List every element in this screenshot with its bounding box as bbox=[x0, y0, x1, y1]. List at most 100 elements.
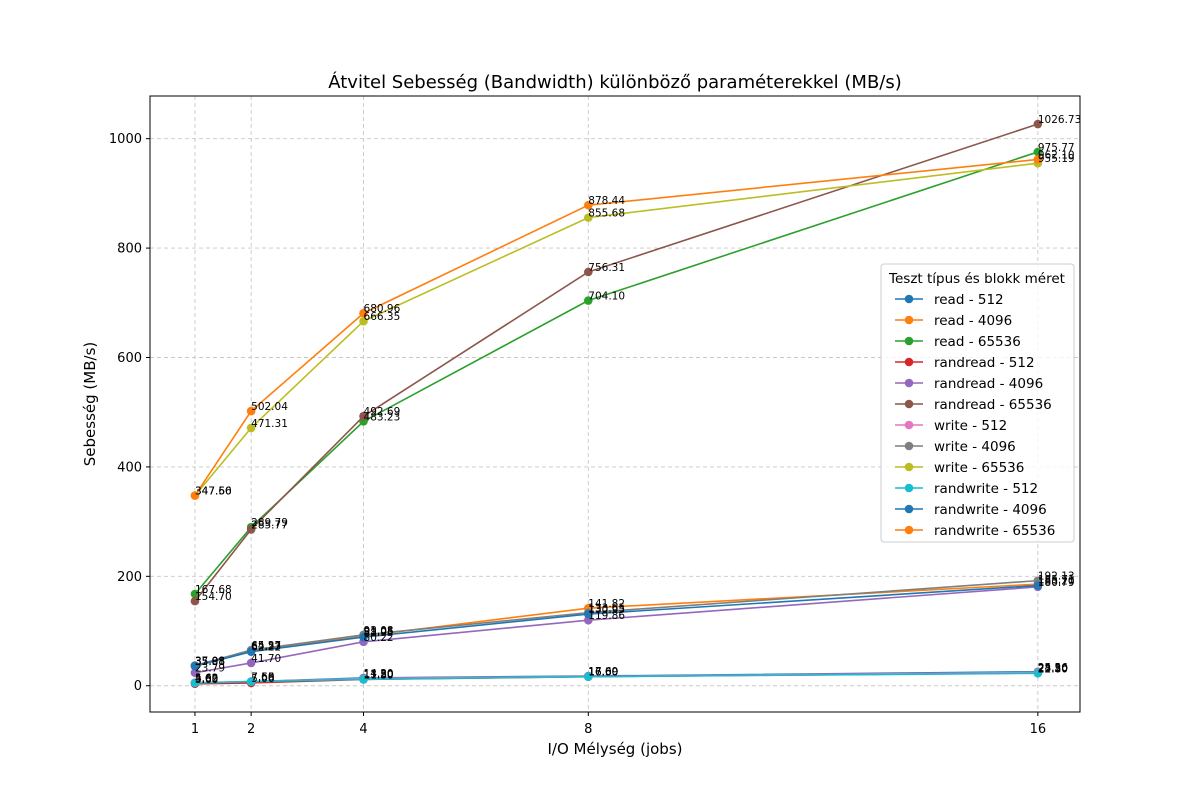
data-label: 23.79 bbox=[195, 663, 225, 675]
data-label: 955.19 bbox=[1038, 153, 1075, 165]
data-point bbox=[1033, 147, 1043, 157]
legend-label: read - 512 bbox=[934, 292, 1004, 308]
legend-label: read - 4096 bbox=[934, 313, 1012, 329]
legend-label: randwrite - 512 bbox=[934, 481, 1038, 497]
data-label: 16.60 bbox=[588, 667, 618, 679]
x-tick-label: 4 bbox=[359, 722, 367, 737]
x-tick-label: 8 bbox=[584, 722, 592, 737]
data-label: 11.50 bbox=[364, 669, 394, 681]
legend-marker bbox=[904, 399, 914, 409]
data-label: 855.68 bbox=[588, 208, 625, 220]
data-label: 16.50 bbox=[588, 667, 618, 679]
legend-marker bbox=[904, 378, 914, 388]
data-label: 167.68 bbox=[195, 584, 232, 596]
data-point bbox=[584, 296, 593, 305]
data-label: 23.20 bbox=[1038, 663, 1068, 675]
data-point bbox=[1033, 155, 1043, 164]
data-label: 24.30 bbox=[1038, 662, 1068, 674]
legend-marker bbox=[904, 294, 914, 304]
data-point bbox=[190, 668, 200, 678]
legend-label: write - 65536 bbox=[934, 460, 1024, 476]
legend-label: randwrite - 65536 bbox=[934, 523, 1055, 539]
data-point bbox=[246, 423, 256, 433]
legend-marker bbox=[904, 336, 914, 346]
data-point bbox=[584, 672, 593, 682]
y-tick-label: 600 bbox=[117, 351, 142, 366]
x-axis-ticks: 1 2 4 8 16 bbox=[191, 712, 1046, 737]
data-label: 975.77 bbox=[1038, 142, 1075, 154]
data-point bbox=[584, 200, 593, 210]
data-label: 141.82 bbox=[588, 598, 625, 610]
data-point bbox=[246, 406, 256, 416]
legend-marker bbox=[904, 357, 914, 367]
data-label: 91.05 bbox=[364, 626, 394, 638]
y-axis-label: Sebesség (MB/s) bbox=[81, 342, 99, 466]
data-label: 285.77 bbox=[251, 519, 288, 531]
legend: Teszt típus és blokk méret read - 512rea… bbox=[880, 263, 1075, 543]
data-point bbox=[584, 609, 593, 619]
data-label: 154.70 bbox=[195, 591, 232, 603]
data-label: 180.79 bbox=[1038, 577, 1075, 589]
data-label: 35.81 bbox=[195, 656, 225, 668]
legend-items: read - 512 read - 4096 read - 65536 randrea… bbox=[895, 292, 1055, 539]
data-label: 17.00 bbox=[588, 666, 618, 678]
data-label: 347.56 bbox=[195, 486, 232, 498]
data-label: 80.22 bbox=[364, 632, 394, 644]
legend-marker bbox=[904, 315, 914, 325]
data-labels: 4.62 7.55 14.30 17.69 25.56 35.81 64.53 91.05 14… bbox=[195, 114, 1081, 686]
data-label: 680.96 bbox=[364, 303, 401, 315]
legend-label: randread - 65536 bbox=[934, 397, 1052, 413]
grid-lines bbox=[150, 96, 1080, 712]
legend-label: write - 512 bbox=[934, 418, 1007, 434]
data-point bbox=[1033, 668, 1043, 678]
data-point bbox=[359, 316, 368, 326]
data-point bbox=[1033, 119, 1043, 129]
data-point bbox=[190, 661, 200, 671]
data-label: 64.53 bbox=[251, 640, 281, 652]
data-label: 11.80 bbox=[364, 669, 394, 681]
data-label: 962.10 bbox=[1038, 149, 1075, 161]
data-point bbox=[359, 411, 368, 421]
chart-title: Átvitel Sebesség (Bandwidth) különböző p… bbox=[328, 71, 902, 93]
legend-marker bbox=[904, 504, 914, 514]
legend-title: Teszt típus és blokk méret bbox=[888, 271, 1065, 287]
data-label: 5.09 bbox=[195, 673, 218, 685]
data-label: 41.70 bbox=[251, 653, 281, 665]
data-label: 192.13 bbox=[1038, 571, 1075, 583]
data-label: 7.55 bbox=[251, 672, 274, 684]
data-label: 1026.73 bbox=[1038, 114, 1081, 126]
y-tick-label: 800 bbox=[117, 242, 142, 257]
data-label: 704.10 bbox=[588, 291, 625, 303]
data-label: 347.60 bbox=[195, 486, 232, 498]
data-label: 483.23 bbox=[364, 411, 401, 423]
legend-label: randwrite - 4096 bbox=[934, 502, 1047, 518]
data-label: 756.31 bbox=[588, 262, 625, 274]
legend-label: write - 4096 bbox=[934, 439, 1016, 455]
data-label: 185.71 bbox=[1038, 574, 1075, 586]
legend-label: read - 65536 bbox=[934, 334, 1021, 350]
data-label: 17.69 bbox=[588, 666, 618, 678]
data-point bbox=[190, 596, 200, 606]
series-lines bbox=[190, 119, 1043, 689]
data-label: 130.95 bbox=[588, 604, 625, 616]
data-label: 133.65 bbox=[588, 603, 625, 615]
x-tick-label: 16 bbox=[1030, 722, 1047, 737]
data-label: 4.62 bbox=[195, 673, 218, 685]
x-tick-label: 1 bbox=[191, 722, 199, 737]
data-label: 65.27 bbox=[251, 640, 281, 652]
data-label: 492.69 bbox=[364, 406, 401, 418]
x-axis-label: I/O Mélység (jobs) bbox=[548, 740, 683, 758]
data-label: 7.68 bbox=[251, 672, 274, 684]
data-label: 666.35 bbox=[364, 311, 401, 323]
data-point bbox=[1033, 581, 1043, 590]
data-point bbox=[246, 525, 256, 534]
legend-marker bbox=[904, 441, 914, 451]
data-label: 183.20 bbox=[1038, 576, 1075, 588]
legend-marker bbox=[904, 462, 914, 472]
data-point bbox=[246, 658, 256, 668]
legend-marker bbox=[904, 525, 914, 535]
legend-marker bbox=[904, 420, 914, 430]
data-label: 3.60 bbox=[195, 674, 218, 686]
data-point bbox=[584, 615, 593, 625]
